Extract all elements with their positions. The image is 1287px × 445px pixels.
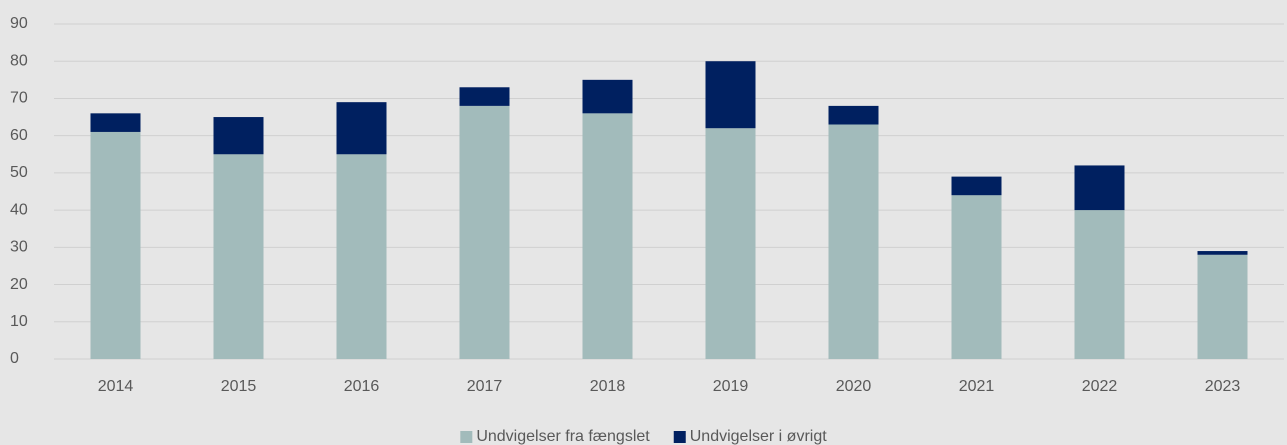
legend-swatch xyxy=(460,431,473,443)
y-tick-label: 30 xyxy=(10,239,28,256)
bar xyxy=(828,124,879,359)
bar xyxy=(213,117,264,155)
x-tick-label: 2021 xyxy=(959,378,995,395)
legend-label: Undvigelser i øvrigt xyxy=(690,428,827,445)
legend-swatch xyxy=(673,431,686,443)
x-tick-label: 2014 xyxy=(98,378,134,395)
x-tick-label: 2018 xyxy=(590,378,626,395)
bar xyxy=(951,195,1002,359)
bar xyxy=(90,131,141,359)
y-tick-label: 50 xyxy=(10,164,28,181)
bar xyxy=(705,128,756,359)
bar xyxy=(1074,210,1125,359)
legend-label: Undvigelser fra fængslet xyxy=(476,428,650,445)
y-tick-label: 20 xyxy=(10,276,28,293)
y-tick-label: 40 xyxy=(10,201,28,218)
bar xyxy=(705,61,756,129)
x-tick-label: 2022 xyxy=(1082,378,1118,395)
x-tick-label: 2015 xyxy=(221,378,257,395)
bar xyxy=(1197,251,1248,255)
y-tick-label: 70 xyxy=(10,90,28,107)
x-tick-label: 2023 xyxy=(1205,378,1241,395)
x-tick-label: 2016 xyxy=(344,378,380,395)
y-tick-label: 10 xyxy=(10,313,28,330)
x-tick-label: 2017 xyxy=(467,378,503,395)
y-tick-label: 90 xyxy=(10,15,28,32)
bar xyxy=(828,105,879,125)
bar xyxy=(213,154,264,359)
bar xyxy=(951,176,1002,196)
bar xyxy=(582,79,633,114)
y-tick-label: 0 xyxy=(10,350,19,367)
bar xyxy=(1074,165,1125,211)
y-tick-label: 60 xyxy=(10,127,28,144)
y-tick-label: 80 xyxy=(10,52,28,69)
bar xyxy=(336,154,387,359)
bar xyxy=(459,87,510,106)
x-tick-label: 2020 xyxy=(836,378,872,395)
bar xyxy=(1197,254,1248,359)
bar xyxy=(582,113,633,359)
bar xyxy=(90,113,141,132)
bar xyxy=(336,102,387,155)
bar xyxy=(459,105,510,359)
x-tick-label: 2019 xyxy=(713,378,749,395)
